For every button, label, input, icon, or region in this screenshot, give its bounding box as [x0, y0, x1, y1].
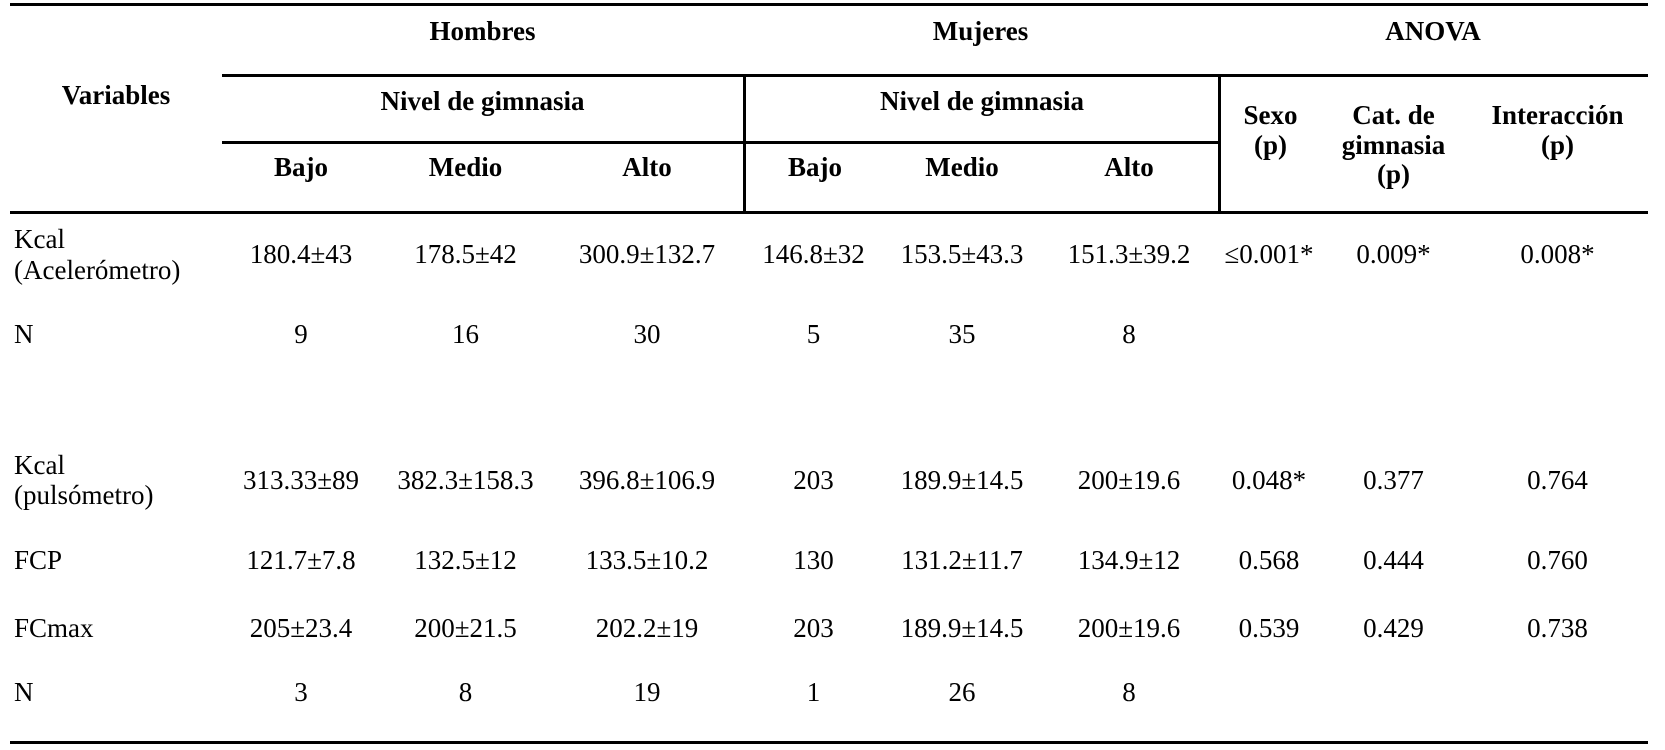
table-cell: 0.539: [1238, 613, 1300, 644]
table-cell: 8: [458, 676, 473, 707]
table-cell: 8: [1122, 676, 1136, 707]
table-cell: 9: [294, 318, 308, 349]
table-cell: 30: [633, 318, 661, 349]
table-cell: 16: [452, 318, 479, 349]
column-header-medio-mujeres: Medio: [884, 144, 1040, 214]
group-header-hombres: Hombres: [222, 6, 743, 77]
column-header-cat-gimnasia-p: Cat. de gimnasia (p): [1320, 77, 1467, 214]
table-cell: 180.4±43: [249, 239, 353, 270]
table-cell: 0.377: [1363, 464, 1424, 495]
column-header-bajo-mujeres: Bajo: [743, 144, 884, 214]
table-cell: 133.5±10.2: [585, 544, 709, 575]
table-cell: 189.9±14.5: [900, 613, 1024, 644]
table-cell: 130: [793, 544, 834, 575]
table-cell: 200±21.5: [414, 613, 517, 644]
row-label-n: N: [14, 318, 34, 349]
table-cell: 178.5±42: [414, 239, 517, 270]
table-cell: 203: [793, 464, 834, 495]
group-header-mujeres: Mujeres: [743, 6, 1218, 77]
column-header-bajo-hombres: Bajo: [222, 144, 380, 214]
table-cell: 0.048*: [1231, 464, 1307, 495]
table-cell: 8: [1122, 318, 1136, 349]
column-header-alto-hombres: Alto: [551, 144, 743, 214]
table-cell: 0.009*: [1356, 239, 1431, 270]
row-label-kcal-acelerometro: Kcal (Acelerómetro): [14, 224, 181, 285]
column-header-medio-hombres: Medio: [380, 144, 551, 214]
column-header-interaccion-p: Interacción (p): [1467, 77, 1648, 214]
row-label-kcal-pulsometro: Kcal (pulsómetro): [14, 449, 154, 510]
table-cell: 0.008*: [1520, 239, 1595, 270]
row-label-n: N: [14, 676, 34, 707]
table-cell: 0.738: [1527, 613, 1588, 644]
table-cell: 3: [294, 676, 308, 707]
table-cell: 0.760: [1527, 544, 1588, 575]
column-header-sexo-label: Sexo: [1243, 100, 1298, 130]
column-header-cat-p-label: (p): [1377, 159, 1410, 190]
row-label-fcp: FCP: [14, 544, 63, 575]
table-cell: 1: [806, 676, 821, 707]
table-cell: 189.9±14.5: [900, 464, 1024, 495]
table-cell: 205±23.4: [249, 613, 353, 644]
subgroup-header-nivel-gimnasia-mujeres: Nivel de gimnasia: [743, 77, 1218, 144]
column-header-sexo-p: Sexo (p): [1218, 77, 1320, 214]
table-cell: 313.33±89: [242, 464, 360, 495]
column-header-cat-label: Cat. de gimnasia: [1341, 100, 1446, 160]
table-cell: ≤0.001*: [1224, 239, 1314, 270]
subgroup-header-nivel-gimnasia-hombres: Nivel de gimnasia: [222, 77, 743, 144]
table-cell: 396.8±106.9: [578, 464, 716, 495]
table-cell: 0.764: [1527, 464, 1588, 495]
table-cell: 5: [806, 318, 821, 349]
table-cell: 0.568: [1238, 544, 1300, 575]
column-header-sexo-p-label: (p): [1254, 129, 1287, 160]
table-cell: 132.5±12: [414, 544, 517, 575]
table-cell: 131.2±11.7: [901, 544, 1023, 575]
table-cell: 0.429: [1363, 613, 1424, 644]
table-cell: 151.3±39.2: [1067, 239, 1191, 270]
table-cell: 134.9±12: [1077, 544, 1181, 575]
table-cell: 35: [948, 318, 976, 349]
table-cell: 300.9±132.7: [578, 239, 716, 270]
table-cell: 26: [948, 676, 976, 707]
table-cell: 19: [633, 676, 661, 707]
table-cell: 146.8±32: [762, 239, 865, 270]
column-header-alto-mujeres: Alto: [1040, 144, 1218, 214]
table-cell: 200±19.6: [1077, 613, 1181, 644]
table-cell: 121.7±7.8: [246, 544, 356, 575]
table-cell: 0.444: [1363, 544, 1424, 575]
group-header-anova: ANOVA: [1218, 6, 1648, 77]
table-cell: 202.2±19: [595, 613, 699, 644]
column-header-variables: Variables: [10, 6, 222, 214]
table-cell: 200±19.6: [1077, 464, 1181, 495]
table-cell: 203: [793, 613, 834, 644]
anova-results-table: Variables Hombres Mujeres ANOVA Nivel de…: [10, 3, 1648, 744]
column-header-interaccion-p-label: (p): [1541, 129, 1574, 160]
table-cell: 153.5±43.3: [900, 239, 1024, 270]
row-label-fcmax: FCmax: [14, 613, 94, 644]
table-cell: 382.3±158.3: [397, 464, 534, 495]
column-header-interaccion-label: Interacción: [1491, 100, 1624, 130]
